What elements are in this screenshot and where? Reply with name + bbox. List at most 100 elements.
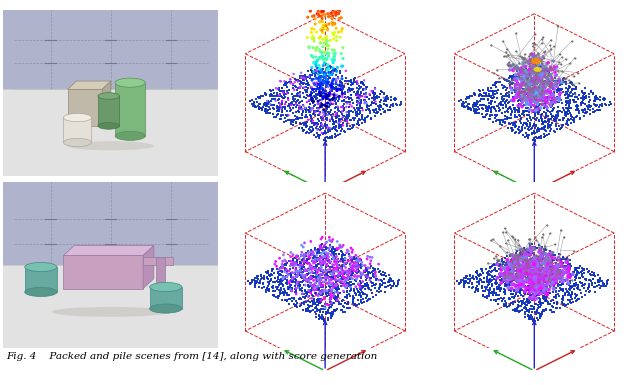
Point	[519, 109, 529, 115]
Point	[555, 280, 565, 286]
Point	[338, 259, 348, 265]
Point	[363, 282, 373, 288]
Point	[504, 296, 514, 302]
Point	[301, 122, 311, 129]
Point	[371, 273, 381, 280]
Point	[524, 60, 534, 66]
Point	[563, 94, 573, 100]
Point	[590, 102, 600, 108]
Point	[517, 70, 527, 77]
Point	[332, 297, 342, 303]
Point	[521, 94, 531, 100]
Point	[327, 300, 337, 306]
Point	[322, 82, 332, 89]
Point	[349, 115, 360, 121]
Point	[286, 274, 296, 280]
Point	[324, 91, 334, 97]
Point	[507, 269, 517, 275]
Point	[278, 276, 288, 282]
Point	[316, 86, 326, 92]
Point	[319, 73, 329, 79]
Point	[541, 287, 552, 293]
Point	[345, 276, 355, 282]
Point	[314, 106, 324, 112]
Point	[308, 127, 318, 133]
Point	[556, 268, 566, 274]
Point	[508, 263, 518, 269]
Point	[314, 276, 324, 282]
Point	[472, 107, 482, 113]
Point	[545, 301, 556, 307]
Point	[556, 271, 566, 277]
Point	[505, 265, 515, 271]
Point	[534, 97, 545, 103]
Point	[490, 80, 500, 86]
Point	[538, 249, 548, 256]
Point	[527, 295, 537, 301]
Point	[538, 91, 548, 97]
Point	[490, 106, 500, 112]
Point	[310, 82, 321, 89]
Point	[535, 311, 545, 317]
Point	[515, 289, 525, 295]
Point	[509, 274, 519, 280]
Point	[328, 4, 338, 10]
Point	[336, 83, 346, 89]
Point	[285, 108, 295, 114]
Point	[543, 261, 553, 267]
Point	[523, 246, 533, 253]
Point	[536, 105, 546, 111]
Point	[536, 302, 547, 308]
Point	[524, 308, 534, 315]
Point	[504, 78, 514, 84]
Point	[360, 86, 370, 92]
Point	[509, 120, 519, 126]
Point	[531, 94, 541, 100]
Point	[517, 100, 527, 106]
Point	[311, 125, 321, 131]
Point	[328, 32, 339, 38]
Point	[351, 265, 362, 271]
Point	[510, 258, 520, 264]
Point	[529, 260, 540, 266]
Point	[347, 254, 357, 261]
Point	[294, 264, 305, 270]
Point	[515, 252, 525, 258]
Point	[360, 100, 370, 106]
Point	[298, 291, 308, 297]
Point	[541, 61, 552, 67]
Point	[543, 290, 553, 296]
Point	[318, 123, 328, 129]
Point	[274, 105, 284, 112]
Point	[330, 10, 340, 16]
Point	[320, 121, 330, 127]
Point	[511, 256, 522, 263]
Point	[289, 261, 299, 268]
Point	[529, 296, 540, 302]
Point	[325, 0, 335, 6]
Point	[533, 87, 543, 93]
Point	[369, 266, 379, 272]
Point	[547, 273, 557, 280]
Point	[531, 56, 541, 62]
Point	[536, 80, 547, 86]
Point	[278, 89, 288, 95]
Point	[323, 124, 333, 131]
Point	[252, 279, 262, 285]
Point	[541, 273, 551, 279]
Point	[530, 264, 540, 270]
Point	[305, 299, 315, 305]
Point	[317, 44, 328, 50]
Point	[337, 63, 347, 69]
Point	[282, 268, 292, 274]
Point	[374, 104, 384, 110]
Point	[463, 101, 474, 107]
Point	[348, 247, 358, 253]
Point	[318, 4, 328, 10]
Bar	[150, 287, 182, 308]
Point	[456, 97, 467, 103]
Point	[335, 131, 345, 137]
Point	[541, 67, 552, 73]
Point	[541, 263, 552, 269]
Point	[351, 268, 362, 275]
